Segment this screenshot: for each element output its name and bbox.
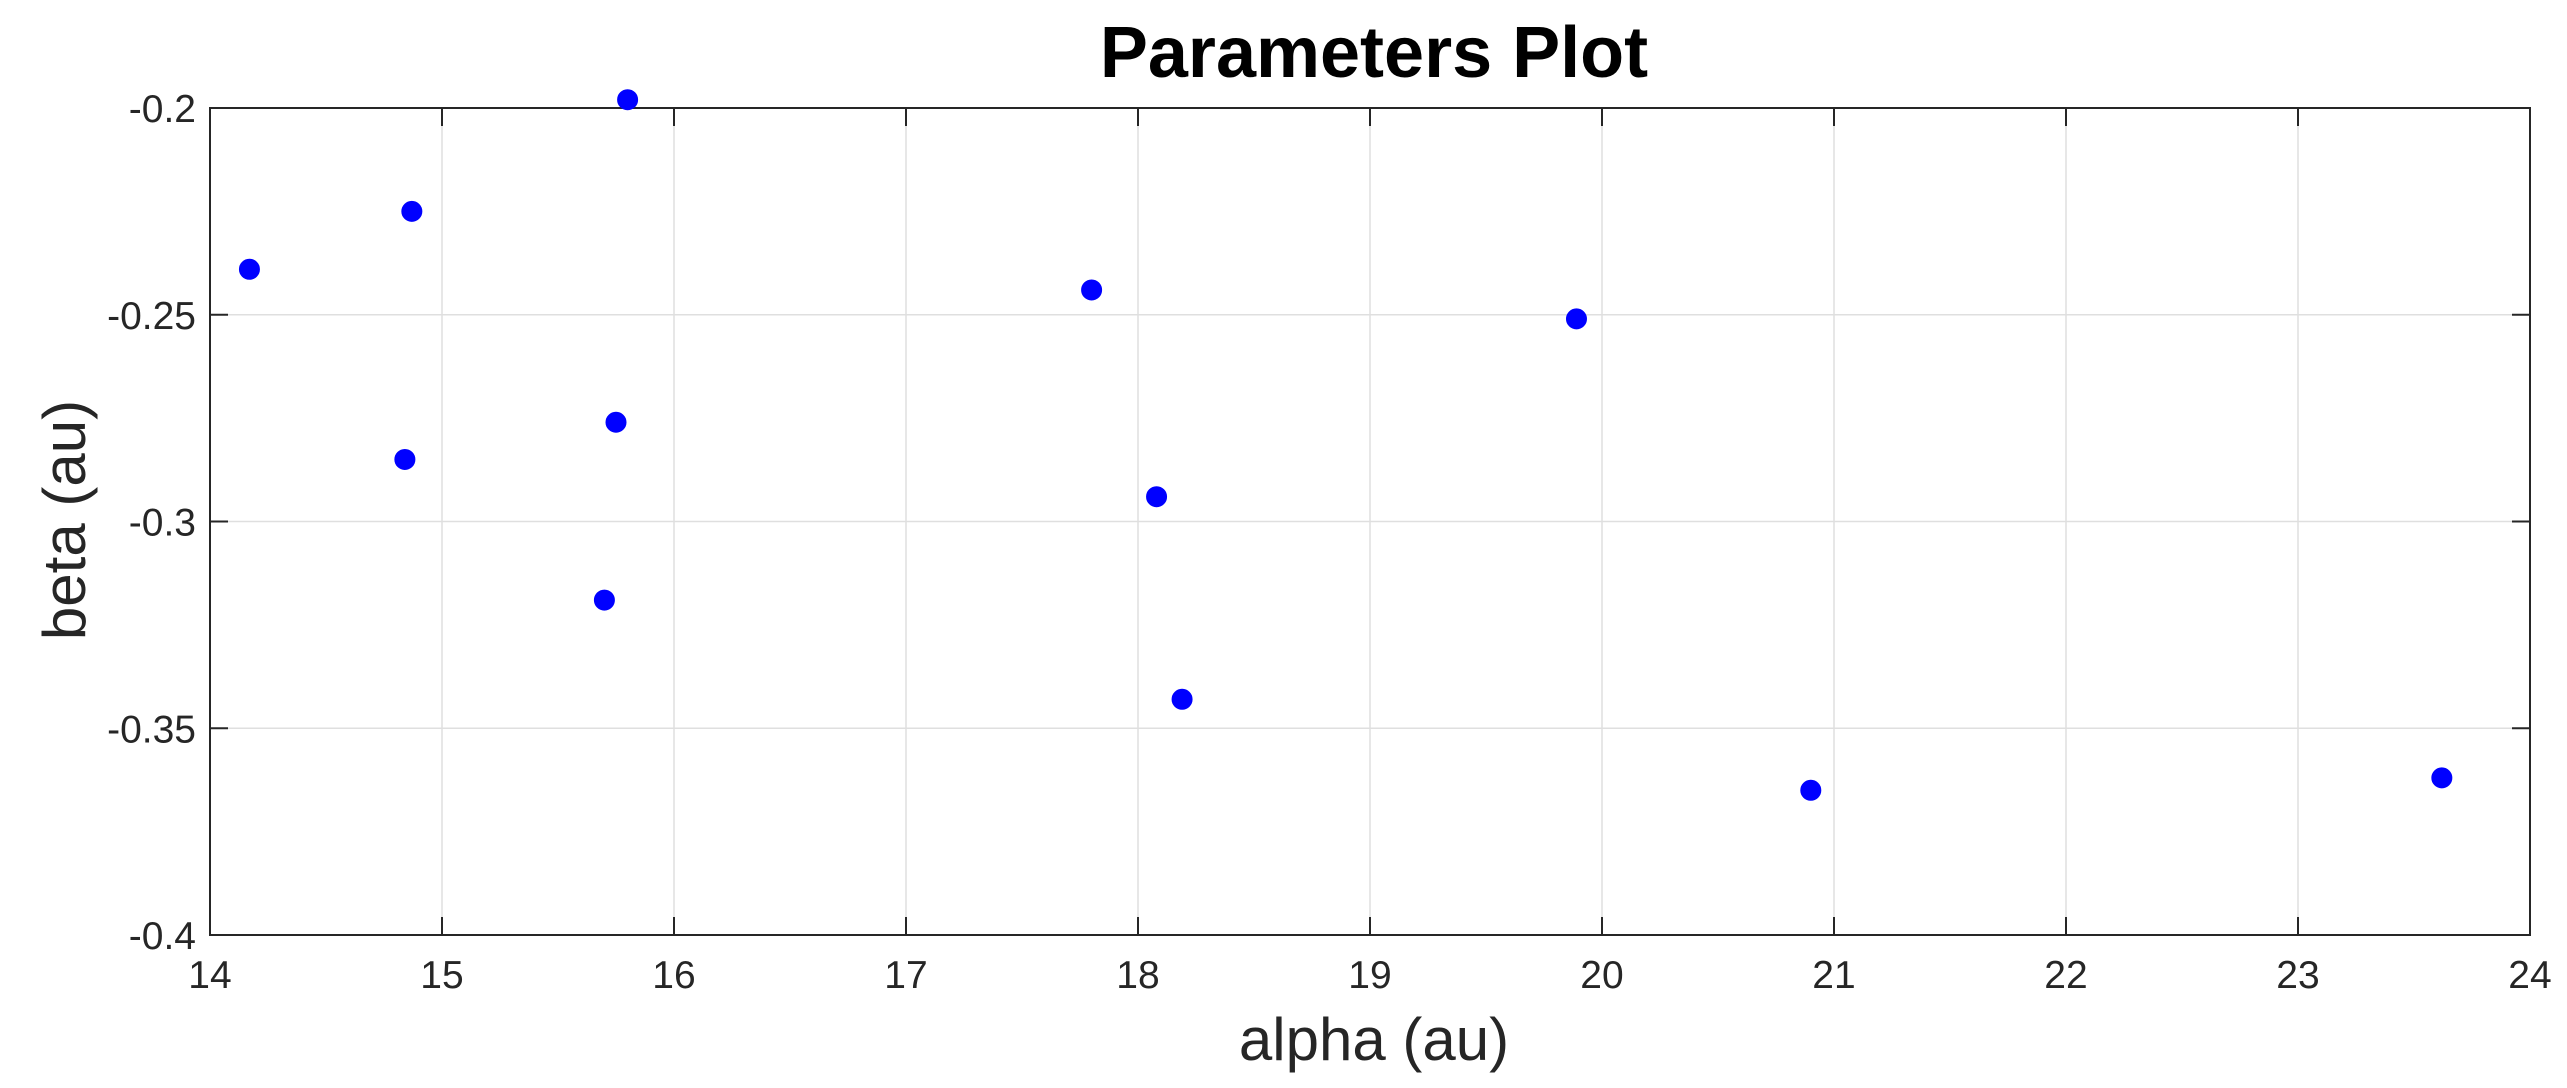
data-point: [1800, 779, 1822, 801]
data-point: [605, 411, 627, 433]
x-tick-label: 21: [1812, 954, 1855, 997]
x-tick-labels: 14 15 16 17 18 19 20 21 22 23 24: [188, 954, 2551, 997]
axes-box: [209, 107, 2531, 936]
data-point: [593, 589, 615, 611]
y-tick-label: -0.25: [107, 295, 196, 338]
x-tick-label: 20: [1580, 954, 1623, 997]
y-tick-label: -0.4: [129, 915, 196, 958]
data-point: [1171, 688, 1193, 710]
y-tick-label: -0.2: [129, 88, 196, 131]
y-tick-label: -0.3: [129, 502, 196, 545]
data-point: [401, 200, 423, 222]
grid-lines: [210, 108, 2530, 935]
x-tick-label: 22: [2044, 954, 2087, 997]
y-axis-label: beta (au): [31, 400, 98, 640]
x-tick-label: 16: [652, 954, 695, 997]
x-tick-label: 14: [188, 954, 231, 997]
x-tick-label: 15: [420, 954, 463, 997]
y-tick-labels: -0.4 -0.35 -0.3 -0.25 -0.2: [107, 88, 196, 958]
x-tick-label: 18: [1116, 954, 1159, 997]
chart-title: Parameters Plot: [1100, 13, 1648, 93]
x-tick-label: 17: [884, 954, 927, 997]
x-axis-label: alpha (au): [1239, 1006, 1509, 1073]
data-point: [394, 448, 416, 470]
x-tick-label: 23: [2276, 954, 2319, 997]
data-points: [238, 89, 2453, 801]
data-point: [1146, 486, 1168, 508]
y-tick-label: -0.35: [107, 708, 196, 751]
data-point: [1565, 308, 1587, 330]
data-point: [2431, 767, 2453, 789]
x-tick-label: 19: [1348, 954, 1391, 997]
data-point: [617, 89, 639, 111]
data-point: [238, 258, 260, 280]
x-tick-label: 24: [2508, 954, 2551, 997]
data-point: [1081, 279, 1103, 301]
